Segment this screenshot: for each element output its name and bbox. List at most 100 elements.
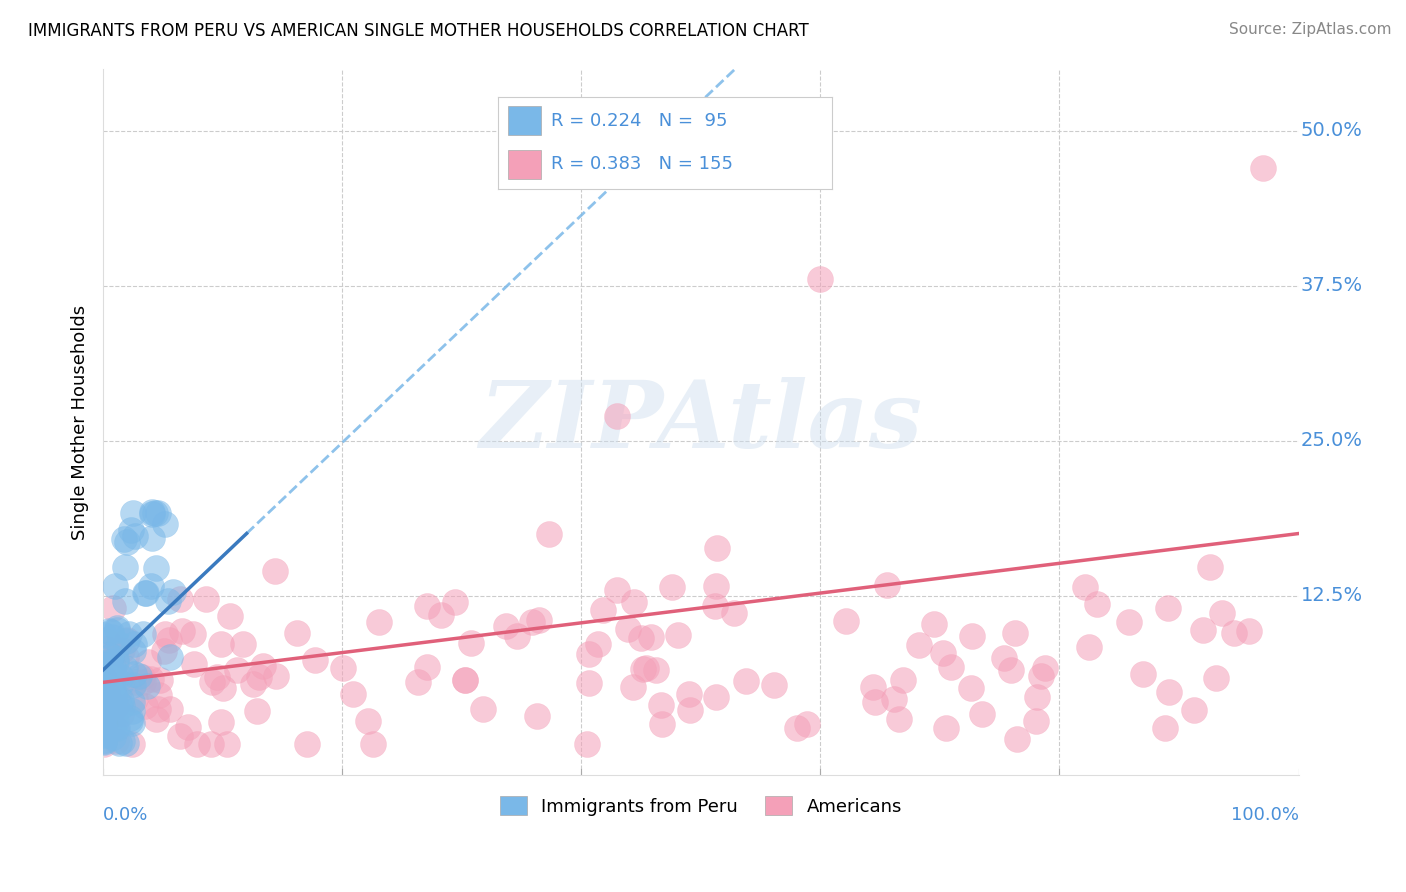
Point	[640, 630, 662, 644]
Point	[115, 634, 138, 648]
Point	[883, 691, 905, 706]
Point	[101, 686, 124, 700]
Point	[97, 688, 120, 702]
Point	[93, 692, 115, 706]
Point	[242, 677, 264, 691]
Point	[170, 624, 193, 639]
Point	[131, 670, 153, 684]
Point	[762, 678, 785, 692]
Point	[103, 721, 125, 735]
Point	[1205, 671, 1227, 685]
Point	[678, 687, 700, 701]
Point	[169, 592, 191, 607]
Point	[153, 644, 176, 658]
Point	[1199, 560, 1222, 574]
Point	[1157, 685, 1180, 699]
Point	[808, 272, 831, 286]
Point	[120, 523, 142, 537]
Point	[96, 642, 118, 657]
Point	[148, 506, 170, 520]
Point	[93, 726, 115, 740]
Text: 37.5%: 37.5%	[1301, 276, 1362, 295]
Point	[104, 652, 127, 666]
Point	[416, 599, 439, 613]
Point	[723, 606, 745, 620]
Point	[592, 603, 614, 617]
Point	[111, 734, 134, 748]
Point	[134, 698, 156, 713]
Point	[94, 723, 117, 737]
Point	[332, 661, 354, 675]
Point	[103, 601, 125, 615]
Point	[209, 715, 232, 730]
Point	[148, 688, 170, 702]
Point	[97, 635, 120, 649]
Point	[120, 714, 142, 729]
Point	[100, 700, 122, 714]
Point	[246, 704, 269, 718]
Point	[112, 532, 135, 546]
Point	[630, 631, 652, 645]
Point	[247, 670, 270, 684]
Point	[606, 409, 628, 423]
Point	[153, 517, 176, 532]
Point	[666, 628, 689, 642]
Point	[285, 625, 308, 640]
Point	[631, 662, 654, 676]
Point	[862, 680, 884, 694]
Point	[98, 681, 121, 695]
Point	[634, 661, 657, 675]
Point	[111, 643, 134, 657]
Point	[183, 657, 205, 672]
Point	[1118, 615, 1140, 629]
Point	[922, 617, 945, 632]
Point	[578, 647, 600, 661]
Point	[104, 579, 127, 593]
Point	[94, 717, 117, 731]
Point	[93, 735, 115, 749]
Point	[1078, 640, 1101, 654]
Point	[105, 621, 128, 635]
Point	[159, 650, 181, 665]
Point	[110, 707, 132, 722]
Point	[176, 720, 198, 734]
Point	[134, 585, 156, 599]
Legend: Immigrants from Peru, Americans: Immigrants from Peru, Americans	[492, 789, 910, 823]
Point	[1182, 703, 1205, 717]
Point	[122, 637, 145, 651]
Point	[586, 636, 609, 650]
Point	[98, 624, 121, 638]
Point	[429, 608, 451, 623]
Point	[121, 737, 143, 751]
Point	[93, 657, 115, 672]
Point	[115, 650, 138, 665]
Point	[100, 648, 122, 663]
Point	[186, 737, 208, 751]
Point	[93, 714, 115, 728]
Point	[124, 691, 146, 706]
Point	[132, 674, 155, 689]
Point	[115, 633, 138, 648]
Point	[115, 534, 138, 549]
Point	[201, 674, 224, 689]
Point	[1211, 607, 1233, 621]
Point	[155, 627, 177, 641]
Point	[194, 592, 217, 607]
Point	[132, 626, 155, 640]
Point	[157, 633, 180, 648]
Point	[538, 526, 561, 541]
Point	[704, 579, 727, 593]
Point	[645, 663, 668, 677]
Point	[529, 613, 551, 627]
Point	[661, 580, 683, 594]
Point	[145, 561, 167, 575]
Text: IMMIGRANTS FROM PERU VS AMERICAN SINGLE MOTHER HOUSEHOLDS CORRELATION CHART: IMMIGRANTS FROM PERU VS AMERICAN SINGLE …	[28, 22, 808, 40]
Point	[110, 670, 132, 684]
Point	[1005, 731, 1028, 746]
Point	[650, 698, 672, 713]
Point	[143, 506, 166, 520]
Point	[863, 695, 886, 709]
Point	[159, 702, 181, 716]
Point	[105, 698, 128, 713]
Point	[1154, 721, 1177, 735]
